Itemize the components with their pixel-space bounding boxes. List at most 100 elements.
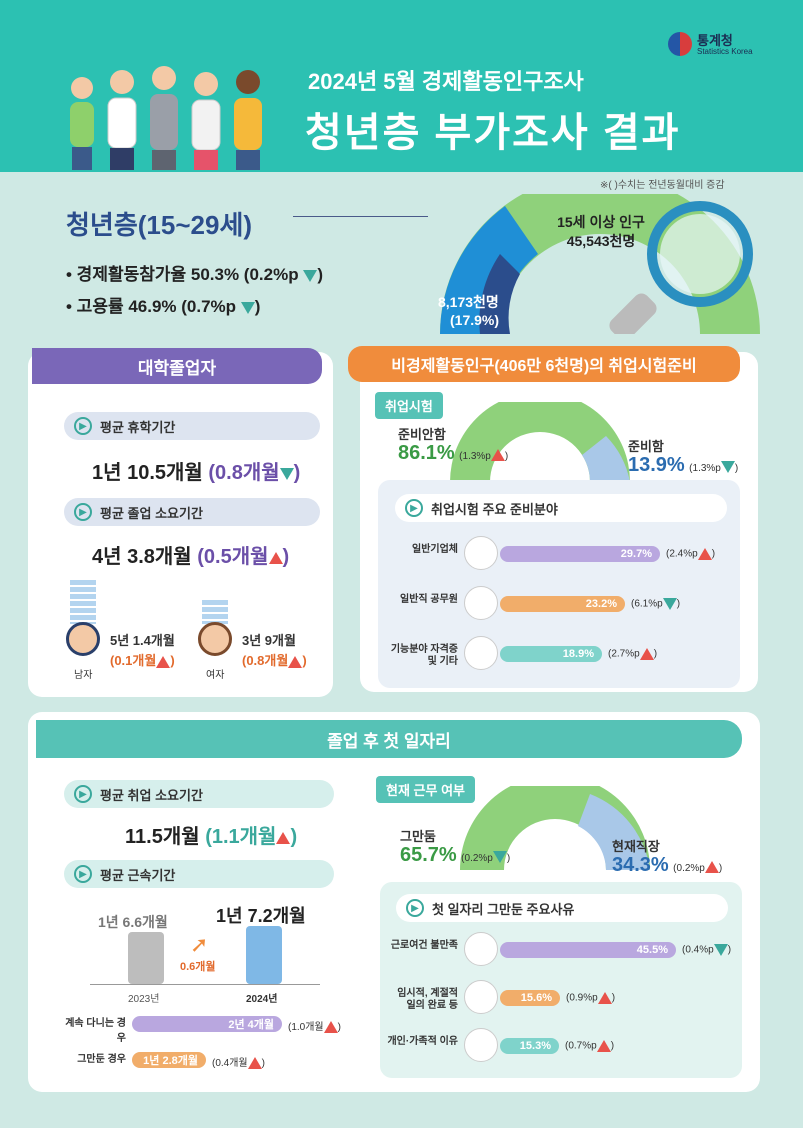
arrow-up-icon <box>596 1040 611 1052</box>
youth-inner-segment <box>479 254 520 334</box>
male-change: (0.1개월) <box>110 653 175 668</box>
female-stack-icon <box>202 600 228 624</box>
youth-share: (17.9%) <box>450 312 500 328</box>
exam-field-change: (2.4%p) <box>666 548 716 560</box>
youth-segment <box>440 206 538 334</box>
increase-arrow-icon: ➚ <box>190 932 209 957</box>
arrow-down-icon <box>240 301 255 314</box>
tenure-baseline <box>90 984 320 985</box>
chevron-right-icon: ▶ <box>406 899 424 917</box>
quit-pct-line: 65.7% (0.2%p) <box>400 844 511 866</box>
employment-rate: • 고용률 46.9% (0.7%p ) <box>66 297 261 316</box>
pop-label: 15세 이상 인구 <box>557 214 645 230</box>
chevron-right-icon: ▶ <box>74 785 92 803</box>
reason-bar: 15.3% <box>500 1038 559 1054</box>
arrow-down-icon <box>279 467 294 480</box>
arrow-up-icon <box>639 648 654 660</box>
reason-label: 근로여건 불만족 <box>390 940 458 951</box>
youth-value: 8,173천명 <box>438 294 499 310</box>
youth-leader-line <box>293 216 428 217</box>
youth-people-illustration <box>70 66 262 170</box>
search-pill: ▶ 평균 취업 소요기간 <box>64 780 334 808</box>
exam-field-label: 기능분야 자격증 및 기타 <box>390 644 458 667</box>
arrow-up-icon <box>276 831 291 844</box>
leave-pill: ▶ 평균 휴학기간 <box>64 412 320 440</box>
reason-icon <box>464 1028 498 1062</box>
male-label: 남자 <box>74 670 93 681</box>
quit-label: 그만둔 경우 <box>77 1054 126 1065</box>
chevron-right-icon: ▶ <box>405 499 423 517</box>
arrow-up-icon <box>156 655 171 668</box>
arrow-up-icon <box>288 655 303 668</box>
exam-tag: 취업시험 <box>375 392 443 419</box>
statistics-korea-logo-icon <box>668 32 692 56</box>
curr-line: 34.3% (0.2%p) <box>612 854 723 876</box>
tenure-pill: ▶ 평균 근속기간 <box>64 860 334 888</box>
status-tag: 현재 근무 여부 <box>376 776 475 803</box>
current-segment <box>578 794 650 870</box>
reason-icon <box>464 980 498 1014</box>
arrow-up-icon <box>490 448 505 461</box>
change-note: ※( )수치는 전년동월대비 증감 <box>600 180 725 191</box>
male-stack-icon <box>70 580 96 624</box>
cont-bar: 2년 4개월 <box>132 1016 282 1032</box>
pop-value: 45,543천명 <box>566 233 636 249</box>
arrow-up-icon <box>704 860 719 873</box>
reason-change: (0.9%p) <box>566 992 616 1004</box>
reason-change: (0.4%p) <box>682 944 732 956</box>
exam-donut-chart <box>450 402 630 482</box>
arrow-up-icon <box>268 551 283 564</box>
prep-label: 준비함 <box>628 439 664 454</box>
male-graduate-icon <box>66 622 100 656</box>
arrow-up-icon <box>323 1021 338 1034</box>
not-prep-label: 준비안함 <box>398 427 446 442</box>
female-value: 3년 9개월 <box>242 633 296 648</box>
reason-change: (0.7%p) <box>565 1040 615 1052</box>
not-prep-line: 86.1% (1.3%p) <box>398 442 509 464</box>
bar-2024 <box>246 926 282 984</box>
arrow-up-icon <box>247 1057 262 1070</box>
tenure-2024: 1년 7.2개월 <box>216 906 306 926</box>
female-change: (0.8개월) <box>242 653 307 668</box>
year-2024: 2024년 <box>246 994 278 1005</box>
exam-field-icon <box>464 636 498 670</box>
arrow-down-icon <box>720 460 735 473</box>
population-donut-chart <box>440 194 760 334</box>
arrow-up-icon <box>597 992 612 1004</box>
search-value-line: 11.5개월 (1.1개월) <box>125 826 298 848</box>
curr-label: 현재직장 <box>612 839 660 854</box>
magnifier-lens <box>660 214 740 294</box>
exam-field-bar: 23.2% <box>500 596 625 612</box>
exam-field-bar: 29.7% <box>500 546 660 562</box>
prep-line: 13.9% (1.3%p) <box>628 454 739 476</box>
male-value: 5년 1.4개월 <box>110 633 175 648</box>
reason-bar: 45.5% <box>500 942 676 958</box>
logo-sub: Statistics Korea <box>697 47 753 56</box>
bar-2023 <box>128 932 164 984</box>
logo-name: 통계청 <box>697 33 733 48</box>
female-graduate-icon <box>198 622 232 656</box>
arrow-down-icon <box>303 269 318 282</box>
female-label: 여자 <box>206 670 225 681</box>
quit-pct-label: 그만둠 <box>400 829 436 844</box>
exam-field-bar: 18.9% <box>500 646 602 662</box>
magnifier-handle <box>609 293 657 334</box>
reasons-pill: ▶ 첫 일자리 그만둔 주요사유 <box>396 894 728 922</box>
magnifier-icon <box>647 201 753 307</box>
arrow-up-icon <box>697 548 712 560</box>
reason-label: 개인·가족적 이유 <box>387 1036 458 1047</box>
quit-bar: 1년 2.8개월 <box>132 1052 206 1068</box>
chevron-right-icon: ▶ <box>74 417 92 435</box>
exam-field-change: (6.1%p) <box>631 598 681 610</box>
chevron-right-icon: ▶ <box>74 503 92 521</box>
prep-segment <box>582 436 630 482</box>
quit-change: (0.4개월) <box>212 1057 265 1070</box>
arrow-down-icon <box>713 944 728 956</box>
header-subtitle: 2024년 5월 경제활동인구조사 <box>308 69 584 94</box>
reason-icon <box>464 932 498 966</box>
cont-change: (1.0개월) <box>288 1021 341 1034</box>
participation-rate: • 경제활동참가율 50.3% (0.2%p ) <box>66 265 324 284</box>
cont-label: 계속 다니는 경우 <box>65 1018 126 1044</box>
exam-field-label: 일반직 공무원 <box>400 594 458 605</box>
year-2023: 2023년 <box>128 994 160 1005</box>
